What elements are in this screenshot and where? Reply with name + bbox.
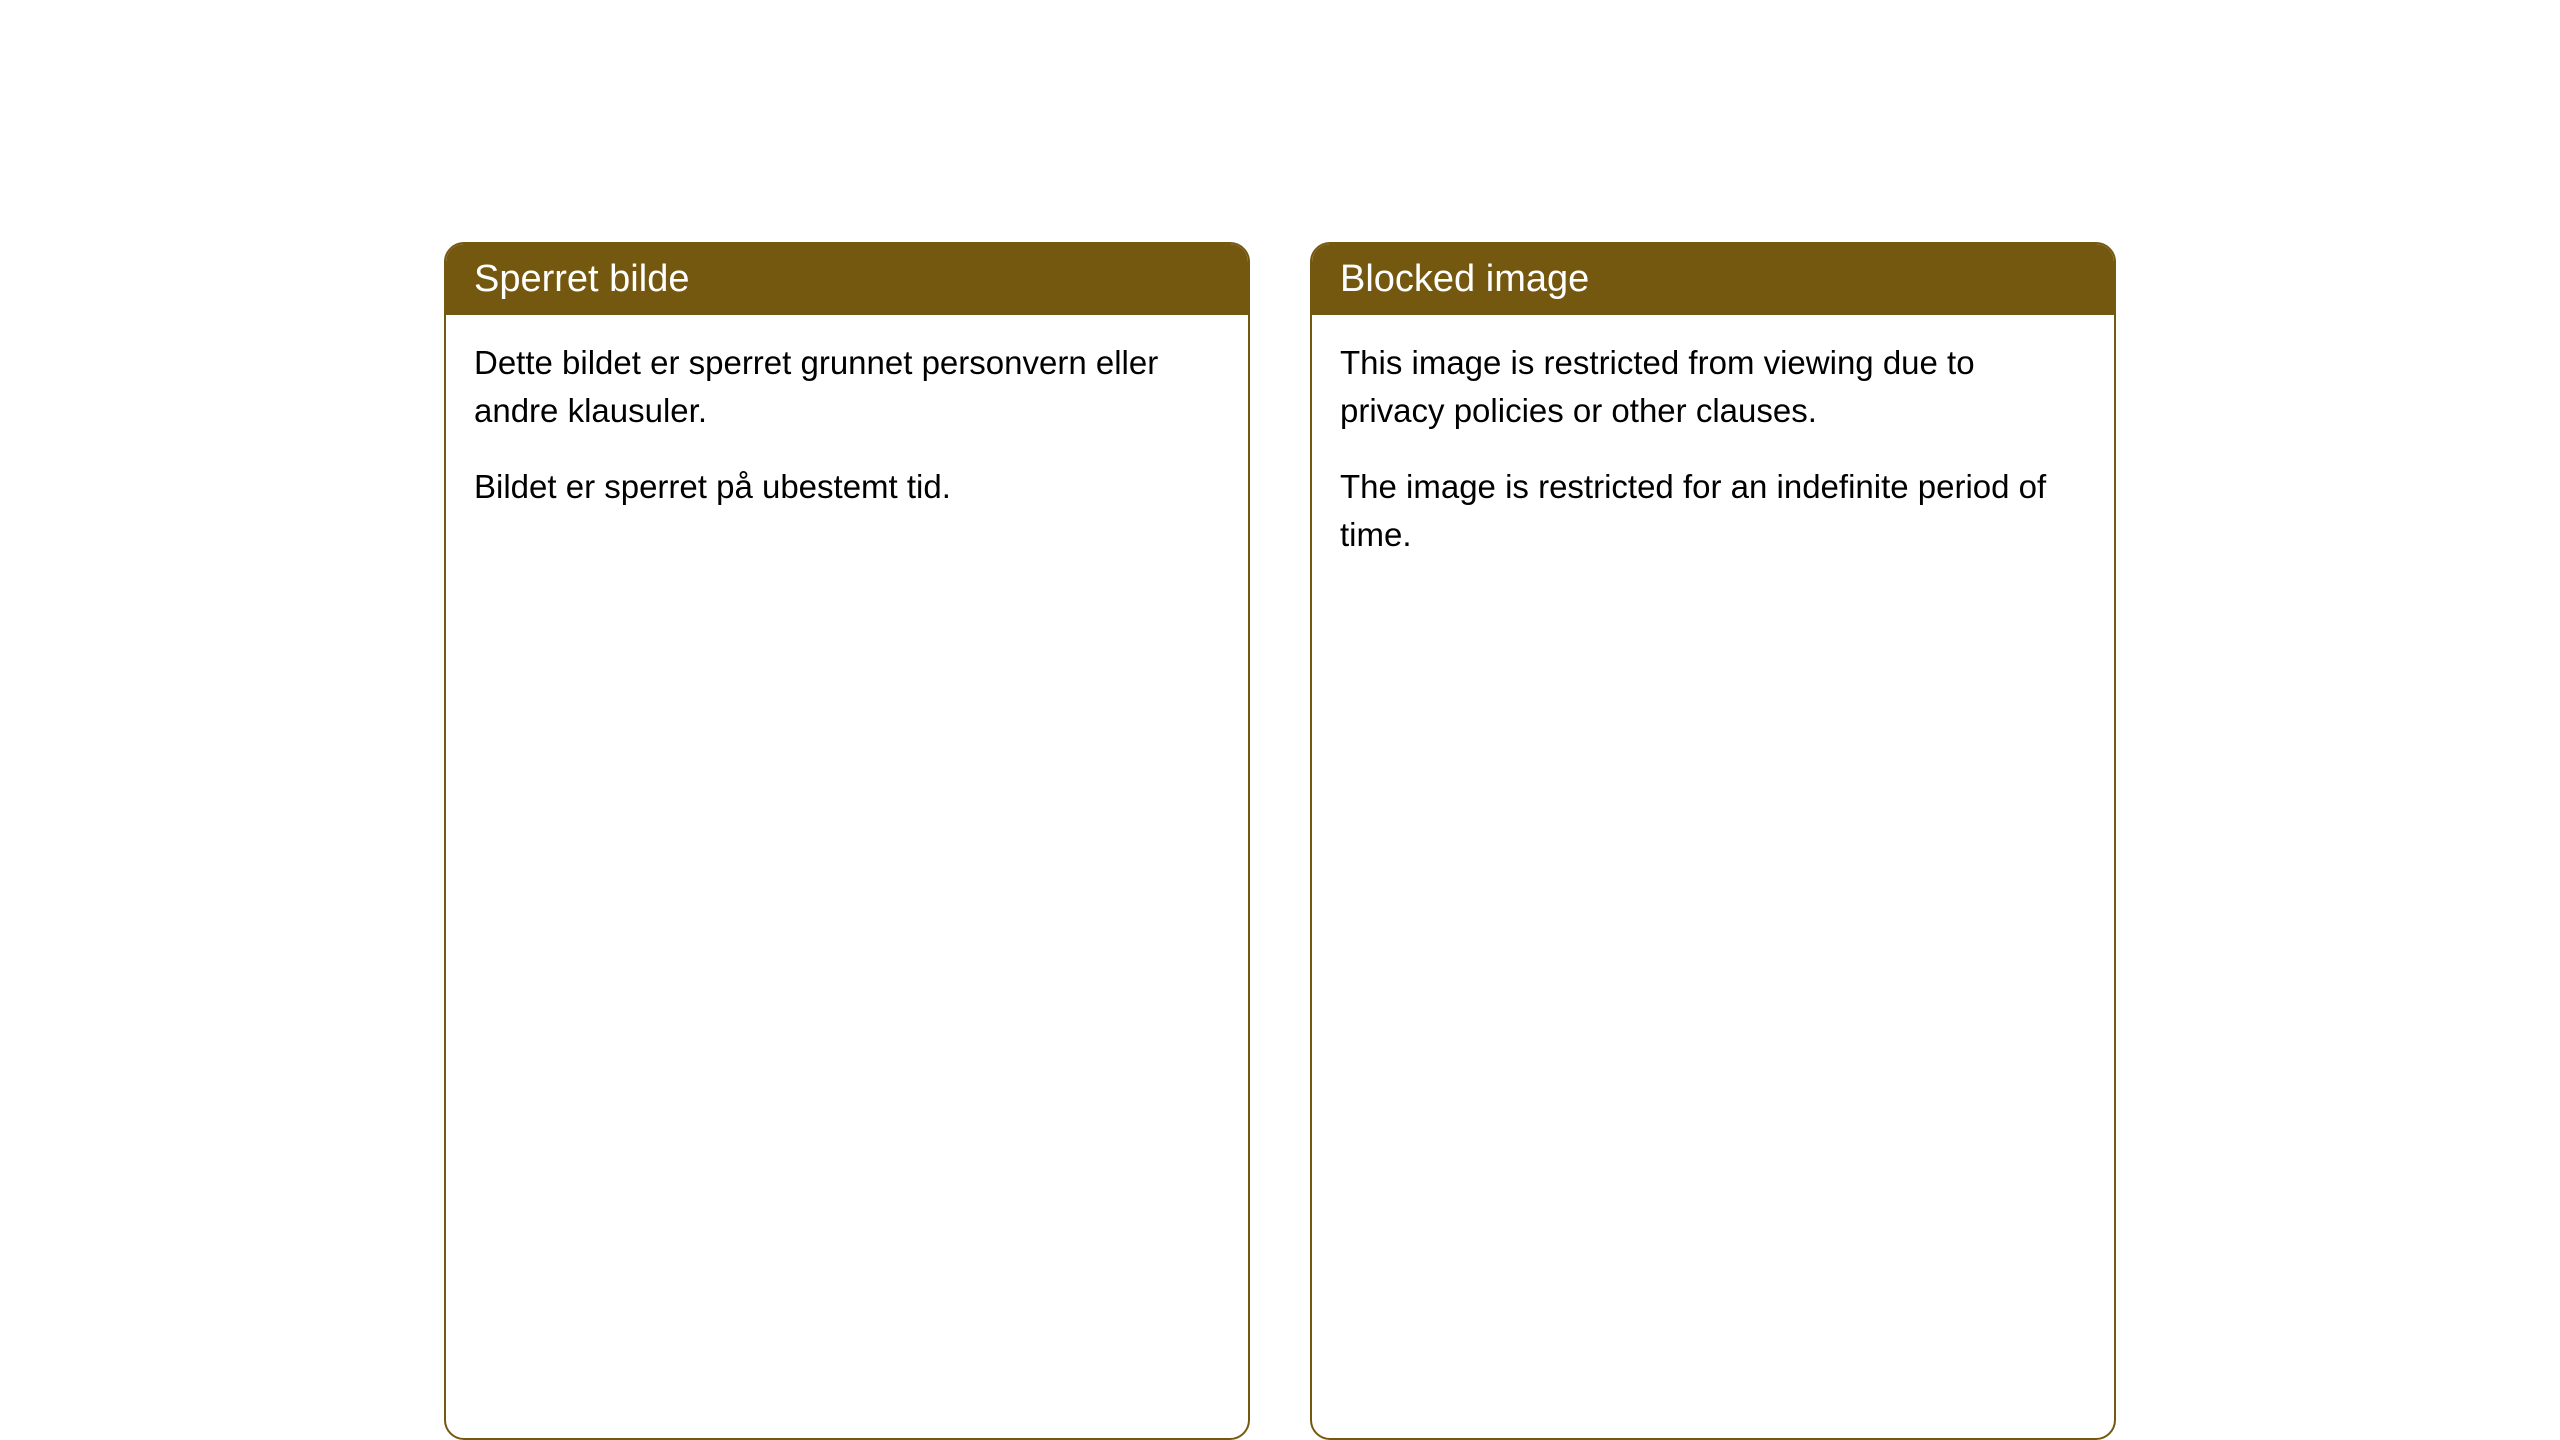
blocked-image-card-english: Blocked image This image is restricted f… [1310,242,2116,1440]
card-title: Sperret bilde [474,258,689,300]
card-body-english: This image is restricted from viewing du… [1312,315,2114,596]
notice-text-2: Bildet er sperret på ubestemt tid. [474,463,1220,511]
blocked-image-card-norwegian: Sperret bilde Dette bildet er sperret gr… [444,242,1250,1440]
card-body-norwegian: Dette bildet er sperret grunnet personve… [446,315,1248,549]
notice-text-1: This image is restricted from viewing du… [1340,339,2086,435]
card-title: Blocked image [1340,258,1589,300]
card-header-english: Blocked image [1312,244,2114,315]
notice-cards-container: Sperret bilde Dette bildet er sperret gr… [444,242,2116,1440]
notice-text-1: Dette bildet er sperret grunnet personve… [474,339,1220,435]
notice-text-2: The image is restricted for an indefinit… [1340,463,2086,559]
card-header-norwegian: Sperret bilde [446,244,1248,315]
